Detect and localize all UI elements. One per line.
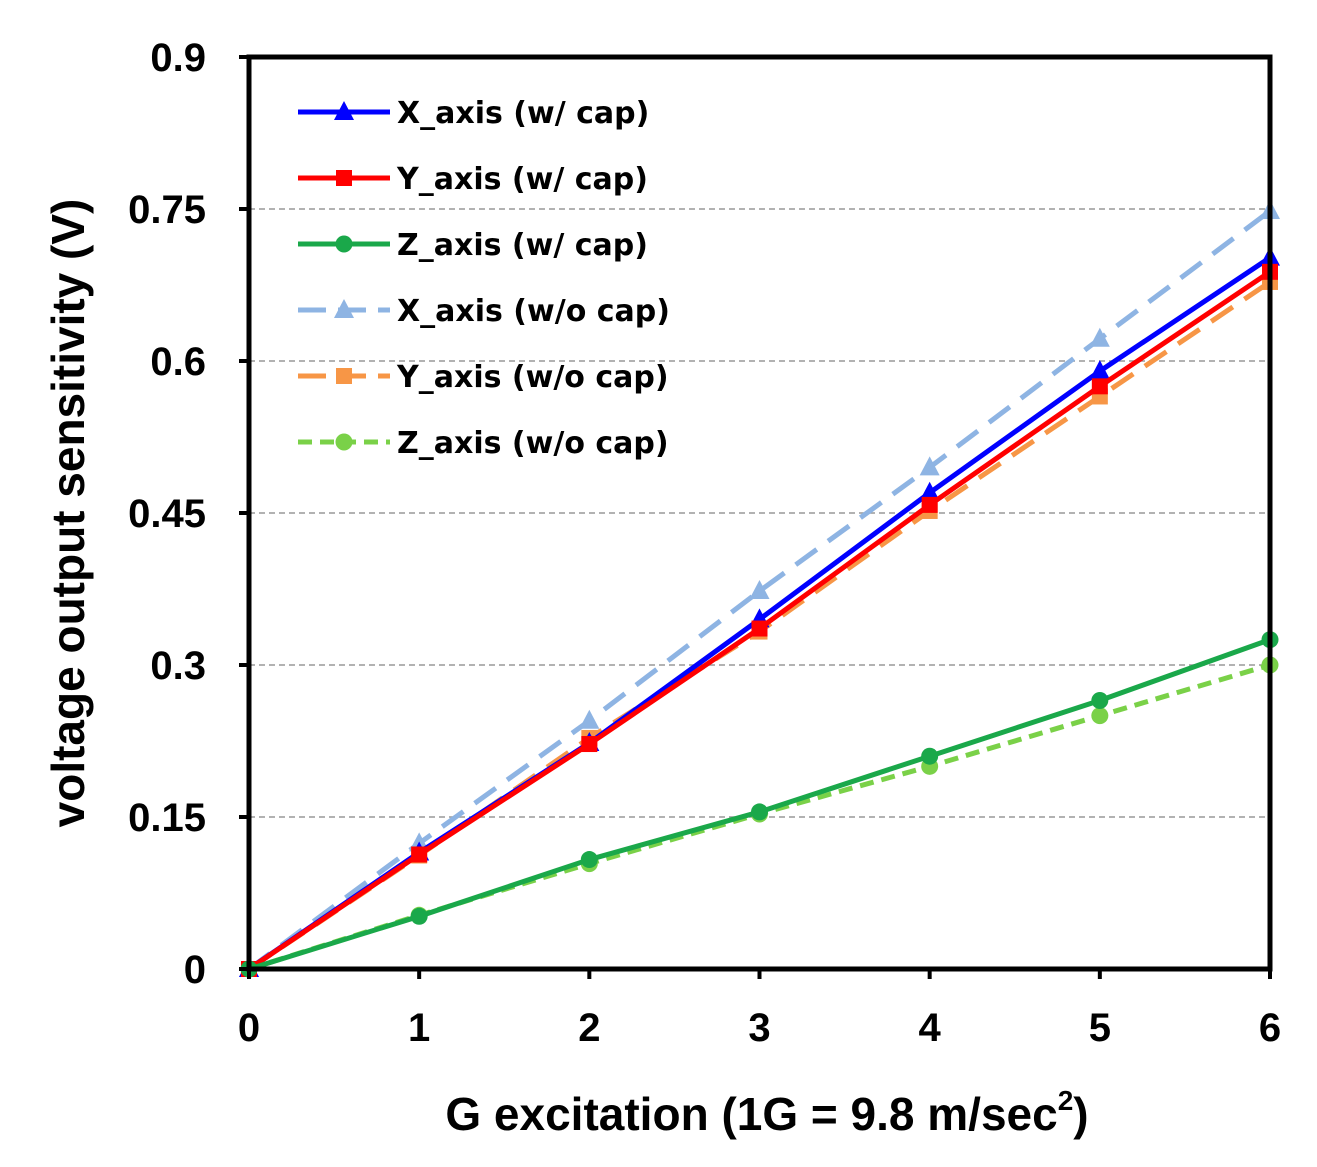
legend-swatch-marker-5 — [335, 433, 353, 451]
series-2-point-2 — [580, 851, 598, 869]
series-layer — [239, 200, 1280, 978]
series-0-point-4 — [919, 481, 940, 501]
series-1-point-1 — [411, 846, 428, 863]
axes: 0 0.15 0.3 0.45 0.6 0.75 0.9 0 1 2 3 4 5 6 — [128, 36, 1281, 1050]
legend-swatch-marker-1 — [336, 170, 352, 186]
y-tick-label-2: 0.3 — [150, 644, 206, 688]
series-0 — [239, 246, 1280, 977]
series-5-point-5 — [1091, 707, 1109, 725]
y-tick-label-3: 0.45 — [128, 492, 206, 536]
series-1-point-4 — [921, 496, 938, 513]
series-2-point-4 — [921, 747, 939, 765]
x-tick-label-4: 4 — [919, 1006, 942, 1050]
legend-item-0: X_axis (w/ cap) — [298, 96, 649, 131]
legend-swatch-marker-3 — [334, 299, 354, 318]
series-3-point-3 — [749, 580, 770, 600]
x-tick-label-3: 3 — [748, 1006, 770, 1050]
legend-item-3: X_axis (w/o cap) — [298, 294, 670, 329]
series-2-point-3 — [751, 803, 768, 821]
series-3-point-2 — [579, 709, 600, 729]
x-tick-label-6: 6 — [1259, 1006, 1281, 1050]
series-2-point-1 — [410, 907, 428, 925]
series-2 — [240, 631, 1279, 978]
y-tick-label-5: 0.75 — [128, 188, 206, 232]
series-3-point-4 — [919, 456, 940, 476]
series-3-point-5 — [1089, 327, 1110, 347]
legend-item-5: Z_axis (w/o cap) — [298, 426, 669, 461]
legend-label-1: Y_axis (w/ cap) — [396, 162, 648, 197]
legend-item-4: Y_axis (w/o cap) — [298, 360, 669, 395]
legend-swatch-marker-4 — [336, 368, 352, 384]
x-tick-label-1: 1 — [408, 1006, 430, 1050]
y-tick-label-1: 0.15 — [128, 796, 206, 840]
x-tick-label-5: 5 — [1089, 1006, 1111, 1050]
legend-swatch-marker-2 — [335, 235, 353, 253]
legend: X_axis (w/ cap) Y_axis (w/ cap) Z_axis (w/… — [298, 96, 670, 461]
legend-label-3: X_axis (w/o cap) — [397, 294, 670, 329]
series-0-point-5 — [1089, 360, 1110, 380]
legend-label-5: Z_axis (w/o cap) — [397, 426, 669, 461]
series-1-point-2 — [581, 736, 598, 753]
x-axis-title-superscript: 2 — [1058, 1085, 1074, 1116]
legend-label-2: Z_axis (w/ cap) — [397, 228, 648, 263]
y-tick-label-0: 0 — [184, 948, 206, 992]
y-axis-title: voltage output sensitivity (V) — [42, 199, 94, 828]
legend-swatch-marker-0 — [334, 101, 354, 120]
y-tick-label-4: 0.6 — [150, 340, 206, 384]
series-1-point-5 — [1091, 378, 1108, 395]
legend-label-4: Y_axis (w/o cap) — [396, 360, 669, 395]
x-axis-title-main: G excitation (1G = 9.8 m/sec — [445, 1088, 1057, 1140]
legend-label-0: X_axis (w/ cap) — [397, 96, 649, 131]
x-tick-label-2: 2 — [578, 1006, 600, 1050]
legend-item-1: Y_axis (w/ cap) — [298, 162, 648, 197]
series-1-point-3 — [751, 620, 768, 637]
series-2-point-5 — [1091, 691, 1109, 709]
x-tick-label-0: 0 — [238, 1006, 260, 1050]
x-axis-title: G excitation (1G = 9.8 m/sec2) — [445, 1085, 1088, 1140]
series-3 — [239, 200, 1280, 977]
legend-item-2: Z_axis (w/ cap) — [298, 228, 648, 263]
y-tick-label-6: 0.9 — [150, 36, 206, 80]
x-axis-title-close: ) — [1073, 1088, 1088, 1140]
